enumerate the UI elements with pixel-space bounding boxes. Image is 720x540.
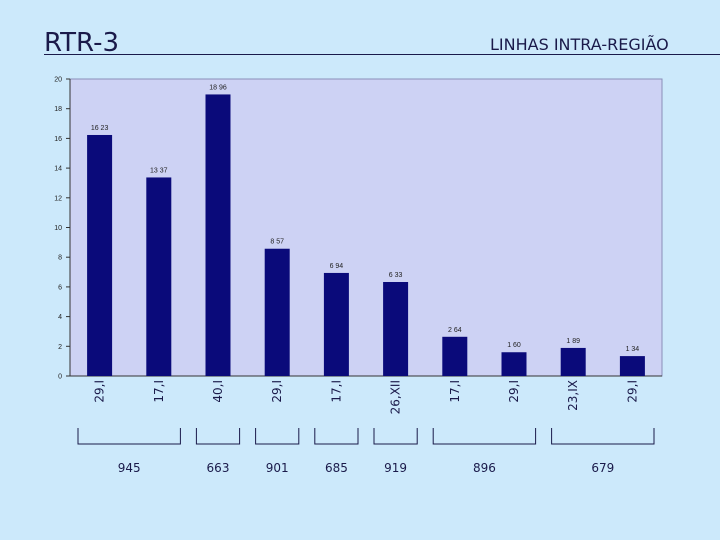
data-label: 13 37 — [150, 167, 168, 174]
group-total-label: 663 — [207, 461, 230, 475]
data-label: 18 96 — [209, 84, 227, 91]
bar — [383, 281, 409, 376]
data-label: 1 89 — [566, 338, 580, 345]
group-bracket — [373, 428, 418, 445]
title-underline — [44, 54, 720, 55]
group-total-label: 919 — [384, 461, 407, 475]
bar — [205, 94, 231, 376]
y-tick-label: 4 — [58, 314, 62, 321]
y-tick-label: 20 — [54, 77, 62, 84]
bar — [146, 177, 172, 376]
y-tick-label: 6 — [58, 284, 62, 291]
bar — [87, 134, 113, 376]
slide-title: RTR-3 — [44, 28, 119, 58]
group-total-label: 945 — [118, 461, 141, 475]
data-label: 2 64 — [448, 327, 462, 334]
slide-subtitle: LINHAS INTRA-REGIÃO — [490, 35, 669, 54]
group-bracket — [255, 428, 300, 445]
category-label: 29,I — [625, 380, 639, 403]
data-label: 16 23 — [91, 125, 109, 132]
y-tick-label: 16 — [54, 136, 62, 143]
data-label: 6 33 — [389, 272, 403, 279]
data-label: 8 57 — [270, 239, 284, 246]
y-tick-label: 0 — [58, 374, 62, 381]
category-label: 29,I — [270, 380, 284, 403]
category-label: 17,I — [448, 380, 462, 403]
bar — [323, 272, 349, 376]
group-total-label: 896 — [473, 461, 496, 475]
group-bracket — [432, 428, 537, 445]
y-tick-label: 14 — [54, 166, 62, 173]
bar — [619, 356, 645, 376]
group-bracket — [77, 428, 181, 445]
group-total-label: 679 — [591, 461, 614, 475]
y-tick-label: 18 — [54, 106, 62, 113]
y-tick-label: 8 — [58, 255, 62, 262]
bar — [264, 248, 290, 376]
y-tick-label: 12 — [54, 195, 62, 202]
category-label: 23,IX — [566, 380, 580, 411]
data-label: 1 34 — [626, 346, 640, 353]
category-label: 17,I — [152, 380, 166, 403]
group-bracket — [195, 428, 241, 445]
group-bracket — [551, 428, 655, 445]
category-label: 29,I — [507, 380, 521, 403]
bar — [560, 347, 586, 376]
bar — [501, 352, 527, 376]
data-label: 1 60 — [507, 342, 521, 349]
bar — [442, 336, 468, 376]
data-label: 6 94 — [330, 263, 344, 270]
y-tick-label: 10 — [54, 225, 62, 232]
group-total-label: 685 — [325, 461, 348, 475]
y-tick-label: 2 — [58, 344, 62, 351]
category-label: 40,I — [211, 380, 225, 403]
category-label: 26,XII — [389, 380, 403, 414]
category-label: 17,I — [329, 380, 343, 403]
group-total-label: 901 — [266, 461, 289, 475]
category-label: 29,I — [93, 380, 107, 403]
group-bracket — [314, 428, 359, 445]
